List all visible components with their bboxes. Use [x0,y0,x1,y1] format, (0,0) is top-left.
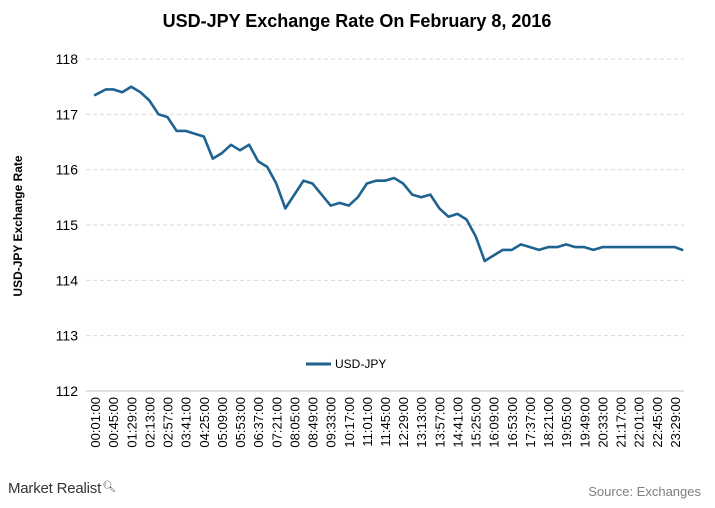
series-line-usd-jpy [93,85,684,263]
x-tick-label: 20:33:00 [595,397,610,448]
y-axis-label: USD-JPY Exchange Rate [11,155,25,296]
y-tick-label: 117 [56,106,79,122]
chart-title: USD-JPY Exchange Rate On February 8, 201… [163,11,552,31]
magnifier-icon: 🔍︎ [102,481,116,493]
x-tick-label: 05:09:00 [215,397,230,448]
y-tick-labels: 112 113 114 115 116 117 118 [56,51,79,399]
x-tick-label: 18:21:00 [541,397,556,448]
y-tick-label: 114 [56,272,79,288]
x-tick-label: 22:01:00 [632,397,647,448]
x-tick-label: 17:37:00 [523,397,538,448]
x-tick-label: 09:33:00 [324,397,339,448]
x-tick-label: 05:53:00 [233,397,248,448]
y-tick-label: 112 [56,383,79,399]
brand-name: Market Realist [8,480,102,497]
y-tick-label: 118 [56,51,79,67]
y-tick-label: 113 [56,328,79,344]
x-tick-label: 13:57:00 [432,397,447,448]
x-tick-label: 19:05:00 [559,397,574,448]
series-lines [93,85,684,263]
x-tick-label: 07:21:00 [269,397,284,448]
x-tick-label: 02:13:00 [142,397,157,448]
x-tick-label: 11:45:00 [378,397,393,447]
x-tick-label: 08:05:00 [287,397,302,448]
x-tick-label: 16:09:00 [487,397,502,448]
x-tick-label: 02:57:00 [161,397,176,448]
y-tick-label: 115 [56,217,79,233]
x-tick-label: 06:37:00 [251,397,266,448]
y-tick-label: 116 [56,162,79,178]
x-tick-label: 11:01:00 [360,397,375,447]
x-tick-label: 21:17:00 [614,397,629,448]
x-tick-label: 04:25:00 [197,397,212,448]
x-tick-label: 16:53:00 [505,397,520,448]
gridlines [86,58,684,392]
x-tick-label: 08:49:00 [306,397,321,448]
x-tick-labels: 00:01:00 00:45:00 01:29:00 02:13:00 02:57:00… [88,397,683,448]
x-tick-label: 15:25:00 [469,397,484,448]
x-tick-label: 19:49:00 [577,397,592,448]
x-tick-label: 14:41:00 [450,397,465,448]
x-tick-label: 23:29:00 [668,397,683,448]
x-tick-label: 22:45:00 [650,397,665,448]
source-note: Source: Exchanges [588,484,701,499]
x-tick-label: 00:01:00 [88,397,103,448]
x-tick-label: 01:29:00 [124,397,139,448]
x-tick-label: 03:41:00 [179,397,194,448]
x-tick-label: 10:17:00 [342,397,357,448]
brand-logo: Market Realist🔍︎ [8,480,116,497]
x-tick-label: 12:29:00 [396,397,411,448]
legend-label: USD-JPY [335,357,386,371]
x-tick-label: 13:13:00 [414,397,429,448]
x-tick-label: 00:45:00 [106,397,121,448]
legend: USD-JPY [306,357,386,371]
